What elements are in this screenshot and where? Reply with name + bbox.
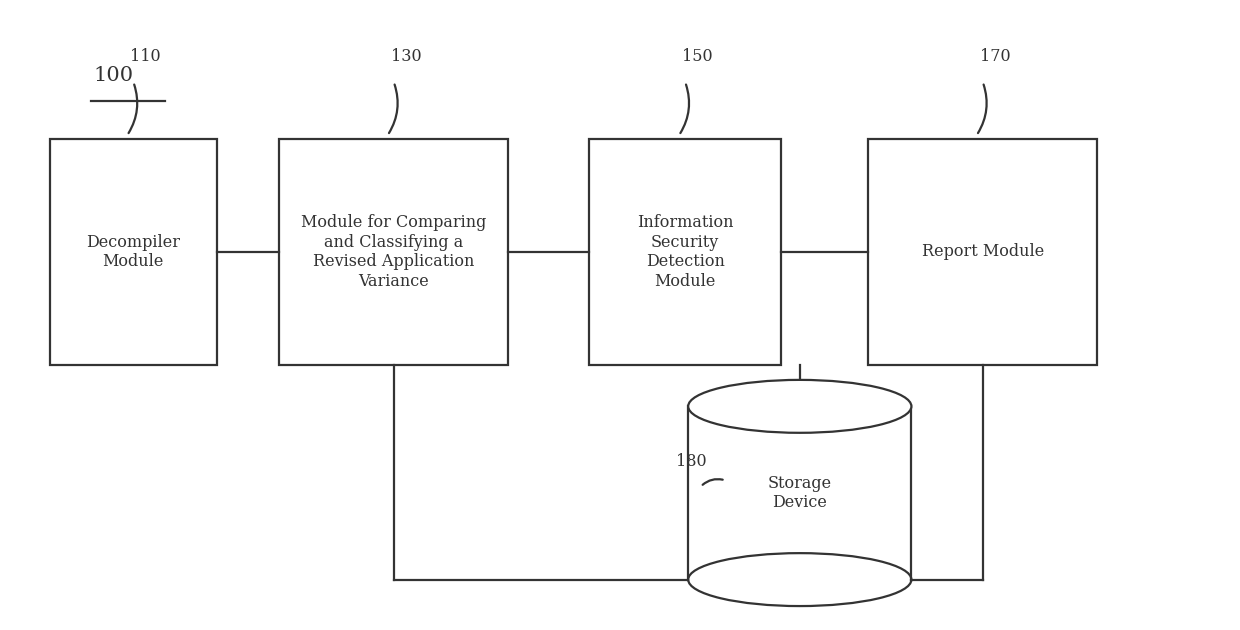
Bar	[589, 139, 781, 365]
Text: Storage
Device: Storage Device	[768, 474, 832, 512]
Text: 130: 130	[391, 49, 422, 65]
Text: Decompiler
Module: Decompiler Module	[87, 234, 180, 270]
Text: Report Module: Report Module	[921, 244, 1044, 260]
Text: 180: 180	[676, 453, 707, 470]
Text: Module for Comparing
and Classifying a
Revised Application
Variance: Module for Comparing and Classifying a R…	[301, 214, 486, 290]
Ellipse shape	[688, 380, 911, 433]
Text: 170: 170	[980, 49, 1011, 65]
Text: 150: 150	[682, 49, 713, 65]
Text: Information
Security
Detection
Module: Information Security Detection Module	[637, 214, 733, 290]
Text: 110: 110	[130, 49, 161, 65]
Bar	[50, 139, 217, 365]
Bar	[279, 139, 508, 365]
Bar	[868, 139, 1097, 365]
Text: 100: 100	[93, 66, 133, 85]
